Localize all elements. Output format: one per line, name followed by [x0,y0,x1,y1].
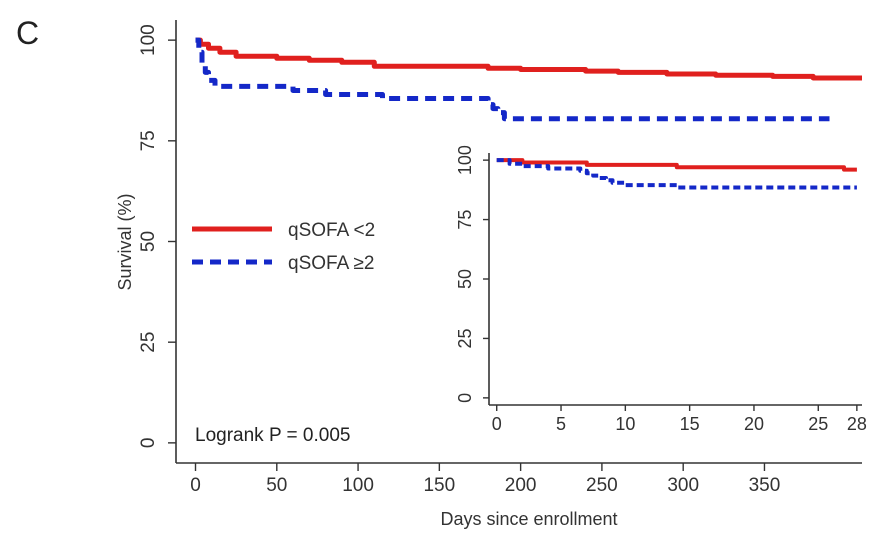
main-x-tick-label: 200 [505,475,537,496]
x-axis-title: Days since enrollment [440,509,617,529]
inset-series-2-line [496,158,857,190]
legend-label-qsofa-ge2: qSOFA ≥2 [288,253,374,274]
main-y-tick-label: 50 [138,231,159,252]
main-series-2-line [195,37,830,122]
inset-series-1-line [496,158,857,172]
legend: qSOFA <2 qSOFA ≥2 [192,220,375,274]
inset-chart: 0 25 50 75 100 0 5 10 15 20 25 28 [455,145,867,434]
main-y-tick-label: 0 [138,438,159,449]
inset-y-tick-label: 100 [455,145,475,175]
inset-y-tick-label: 25 [455,328,475,348]
inset-x-tick-label: 25 [808,414,828,434]
main-y-tick-label: 25 [138,332,159,353]
main-series-1-line [195,37,862,81]
main-y-tick-label: 75 [138,130,159,151]
main-x-tick-label: 0 [190,475,201,496]
main-x-tick-label: 250 [586,475,618,496]
inset-x-tick-label: 10 [615,414,635,434]
inset-x-tick-label: 28 [847,414,867,434]
inset-y-tick-label: 0 [455,393,475,403]
legend-label-qsofa-lt2: qSOFA <2 [288,220,375,241]
main-x-tick-label: 50 [266,475,287,496]
inset-x-tick-label: 20 [744,414,764,434]
panel-label: C [16,15,39,51]
main-x-tick-label: 300 [667,475,699,496]
inset-y-tick-label: 50 [455,269,475,289]
inset-x-tick-label: 5 [556,414,566,434]
y-axis-title: Survival (%) [115,193,135,290]
inset-y-tick-label: 75 [455,210,475,230]
main-x-tick-label: 150 [423,475,455,496]
inset-x-tick-label: 15 [680,414,700,434]
main-y-tick-label: 100 [138,24,159,56]
main-x-tick-label: 100 [342,475,374,496]
inset-x-tick-label: 0 [492,414,502,434]
logrank-annotation: Logrank P = 0.005 [195,425,350,446]
main-x-tick-label: 350 [749,475,781,496]
